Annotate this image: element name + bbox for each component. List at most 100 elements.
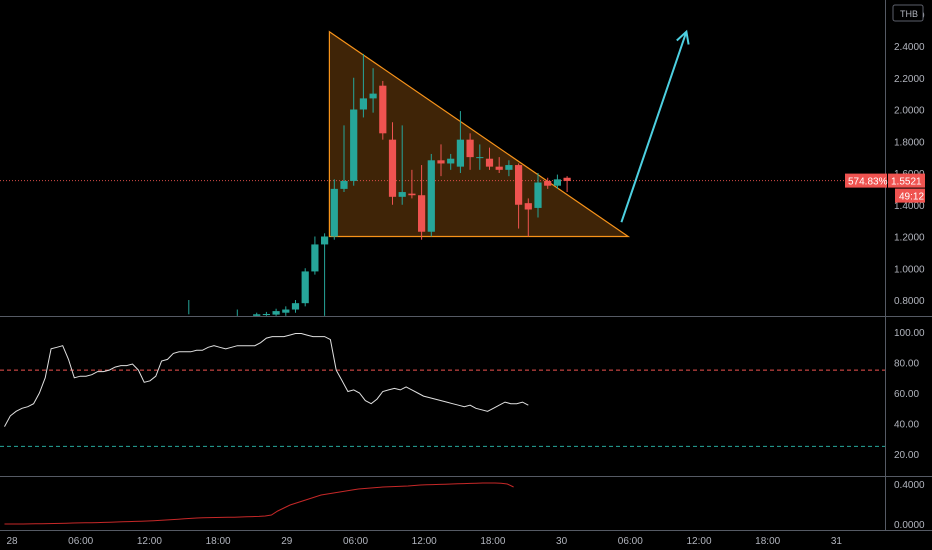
currency-badge: THB [900,9,918,19]
candle-body [476,157,484,159]
candle [476,144,484,170]
time-tick-label: 18:00 [480,536,505,547]
countdown-label-box [895,188,925,203]
candle [447,153,455,170]
indicator-line [4,482,514,525]
candle-body [272,311,280,315]
indicator-tick-label: 0.0000 [894,520,925,531]
candle-body [505,165,513,170]
candle-body [427,160,435,232]
axes: 0.80001.00001.20001.40001.60001.80002.00… [6,4,925,547]
candle [359,53,367,118]
price-label: 1.5521 [891,177,922,188]
pane-separators [0,0,932,531]
time-tick-label: 30 [556,536,568,547]
candle [418,165,426,240]
candle [515,163,523,229]
candle-body [379,85,387,134]
candle-body [301,271,309,304]
candle-body [524,203,532,210]
triangle-pattern [328,30,631,238]
candle [321,233,329,316]
candle [301,268,309,307]
price-tick-label: 1.8000 [894,137,925,148]
time-tick-label: 12:00 [686,536,711,547]
rsi-tick-label: 100.00 [894,328,925,339]
candle [456,111,464,173]
rsi-tick-label: 60.00 [894,389,919,400]
candle-body [291,303,300,310]
candle-body [321,236,329,245]
candle [262,311,270,316]
candle [311,236,319,275]
candle-body [262,313,270,316]
candle-body [515,165,523,205]
candle-body [553,179,561,186]
candle-body [359,98,367,110]
forecast-arrow-head [676,29,690,45]
candle-body [437,160,445,164]
candle [563,176,571,193]
candle [466,133,474,170]
candle [495,157,503,173]
candle [369,68,377,113]
candle [379,80,387,140]
candle-body [369,93,377,99]
time-tick-label: 18:00 [755,536,780,547]
candle [340,125,348,193]
indicator-tick-label: 0.4000 [894,480,925,491]
candle-body [447,158,455,164]
candle-body [466,139,474,158]
candle [437,144,445,177]
countdown-label: 49:12 [899,192,924,203]
price-tick-label: 2.4000 [894,42,925,53]
price-tick-label: 1.0000 [894,264,925,275]
candle-body [495,166,503,170]
candle [398,125,406,205]
candle [408,169,416,199]
rsi-pane[interactable] [0,333,885,447]
candle [524,198,532,237]
candle [505,160,513,177]
candle-body [340,180,348,189]
candle-body [350,109,358,181]
candle-body [544,180,552,186]
rsi-tick-label: 20.00 [894,450,919,461]
price-pane[interactable] [0,29,885,316]
time-tick-label: 12:00 [137,536,162,547]
price-tick-label: 2.2000 [894,74,925,85]
candle [253,312,261,316]
candle [427,153,435,237]
time-tick-label: 31 [831,536,843,547]
time-tick-label: 06:00 [68,536,93,547]
price-tick-label: 1.4000 [894,201,925,212]
candle [553,174,561,189]
currency-badge-box [892,4,924,22]
percent-label-box [845,173,887,188]
candle-body [563,177,571,181]
rsi-line [4,333,529,427]
price-label-box [888,173,925,188]
candle-body [398,192,406,197]
price-tick-label: 1.2000 [894,233,925,244]
candle-body [485,158,494,167]
candle-body [388,139,397,197]
candle [282,306,290,316]
time-tick-label: 12:00 [412,536,437,547]
candle-body [253,314,261,316]
candle-body [282,309,290,313]
price-tick-label: 2.0000 [894,106,925,117]
candle [388,122,397,205]
time-tick-label: 18:00 [206,536,231,547]
price-tick-label: 0.8000 [894,296,925,307]
candle [485,147,494,170]
time-tick-label: 28 [6,536,18,547]
candle-body [456,139,464,167]
candle [544,177,552,189]
time-tick-label: 29 [281,536,293,547]
indicator-pane[interactable] [4,482,514,525]
time-tick-label: 06:00 [618,536,643,547]
candle [272,308,280,316]
candle [330,179,338,240]
